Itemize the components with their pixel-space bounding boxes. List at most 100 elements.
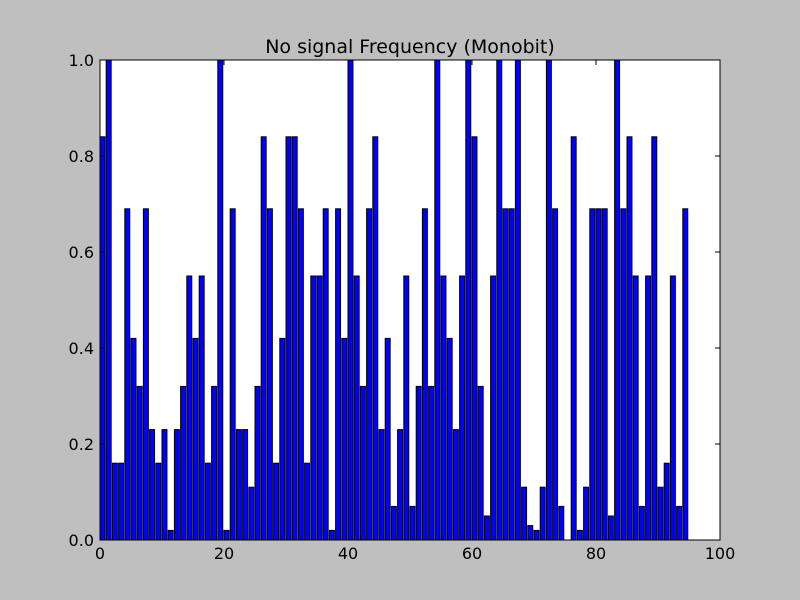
bar (229, 208, 236, 541)
y-tick-label: 0.6 (69, 243, 94, 262)
bar (366, 208, 373, 541)
bar (328, 529, 335, 541)
chart-title: No signal Frequency (Monobit) (265, 36, 555, 58)
bar (378, 429, 385, 541)
bar (421, 208, 428, 541)
bar (496, 59, 503, 541)
bar (316, 275, 323, 541)
bar (403, 275, 410, 541)
bar (304, 462, 311, 541)
bar (204, 462, 211, 541)
x-tick-label: 80 (586, 544, 606, 563)
bar (440, 275, 447, 541)
bar (111, 462, 118, 541)
x-tick-label: 100 (705, 544, 736, 563)
bar (651, 136, 658, 541)
bar (545, 59, 552, 541)
x-tick-label: 40 (338, 544, 358, 563)
x-tick-label: 60 (462, 544, 482, 563)
bar (297, 208, 304, 541)
bar (434, 59, 441, 541)
bar (477, 385, 484, 541)
bar (372, 136, 379, 541)
y-tick-label: 0.0 (69, 531, 94, 550)
bar (558, 505, 565, 541)
bar (130, 337, 137, 541)
bar (260, 136, 267, 541)
bar (514, 59, 521, 541)
bar (471, 136, 478, 541)
bar (359, 385, 366, 541)
bar (254, 385, 261, 541)
bar (682, 208, 689, 541)
bar (186, 275, 193, 541)
bar (620, 208, 627, 541)
bar (626, 136, 633, 541)
bar (490, 275, 497, 541)
bar (211, 385, 218, 541)
bar (663, 462, 670, 541)
bar (632, 275, 639, 541)
bar (527, 525, 534, 541)
bar (638, 505, 645, 541)
bar (155, 462, 162, 541)
bar (570, 136, 577, 541)
bar (533, 529, 540, 541)
bar (285, 136, 292, 541)
bar (248, 486, 255, 541)
bar (645, 275, 652, 541)
bar (576, 529, 583, 541)
bar (669, 275, 676, 541)
bar (180, 385, 187, 541)
bar (173, 429, 180, 541)
bar (583, 486, 590, 541)
bar (397, 429, 404, 541)
bar (601, 208, 608, 541)
bar (595, 208, 602, 541)
bar (347, 59, 354, 541)
x-tick-label: 0 (95, 544, 105, 563)
plot-frame (99, 59, 721, 541)
bar (353, 275, 360, 541)
bar (118, 462, 125, 541)
bar (124, 208, 131, 541)
bar (99, 136, 106, 541)
bar (242, 429, 249, 541)
bar (310, 275, 317, 541)
bar (428, 385, 435, 541)
bar (136, 385, 143, 541)
bar (273, 462, 280, 541)
bar (415, 385, 422, 541)
bar (161, 429, 168, 541)
bar (539, 486, 546, 541)
bar (384, 337, 391, 541)
bar (142, 208, 149, 541)
bar (341, 337, 348, 541)
bar (508, 208, 515, 541)
y-tick-label: 1.0 (69, 51, 94, 70)
bar (223, 529, 230, 541)
bar (167, 529, 174, 541)
bar (521, 486, 528, 541)
bar (279, 337, 286, 541)
y-tick-label: 0.2 (69, 435, 94, 454)
bar (459, 275, 466, 541)
bar (335, 208, 342, 541)
y-tick-label: 0.4 (69, 339, 94, 358)
bar (483, 515, 490, 541)
bar (676, 505, 683, 541)
y-tick-label: 0.8 (69, 147, 94, 166)
bar (502, 208, 509, 541)
bar (291, 136, 298, 541)
bar (192, 337, 199, 541)
bar (409, 505, 416, 541)
bar (614, 59, 621, 541)
bar (149, 429, 156, 541)
bar (105, 59, 112, 541)
bar (322, 208, 329, 541)
bar (217, 59, 224, 541)
bar (589, 208, 596, 541)
bar (465, 59, 472, 541)
